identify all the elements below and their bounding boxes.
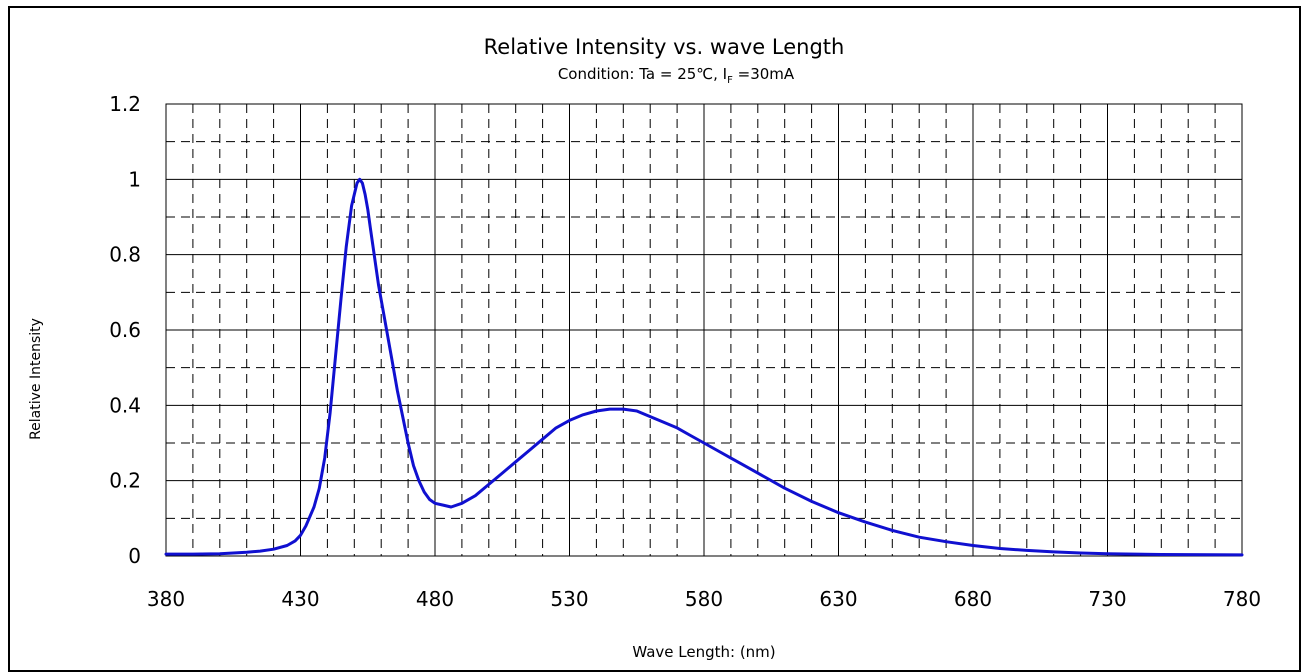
subtitle-prefix: Condition: Ta = 25℃, I — [558, 65, 727, 83]
x-tick-label: 630 — [819, 587, 857, 611]
major-grid — [165, 103, 1243, 557]
y-tick-label: 0.2 — [109, 469, 141, 493]
chart-title: Relative Intensity vs. wave Length — [484, 35, 845, 59]
y-axis-label: Relative Intensity — [28, 318, 44, 440]
x-tick-label: 730 — [1088, 587, 1126, 611]
subtitle-suffix: =30mA — [733, 65, 795, 83]
x-tick-label: 530 — [550, 587, 588, 611]
x-tick-label: 480 — [416, 587, 454, 611]
y-tick-label: 0.6 — [109, 318, 141, 342]
subtitle-subscript: F — [727, 75, 733, 86]
y-tick-label: 0.8 — [109, 243, 141, 267]
plot-border — [165, 103, 1243, 557]
y-tick-label: 1.2 — [109, 92, 141, 116]
x-tick-label: 680 — [954, 587, 992, 611]
x-tick-label: 430 — [281, 587, 319, 611]
y-tick-label: 1 — [128, 167, 141, 191]
x-tick-label: 580 — [685, 587, 723, 611]
x-tick-label: 380 — [147, 587, 185, 611]
x-axis-label: Wave Length: (nm) — [632, 643, 775, 661]
chart-subtitle: Condition: Ta = 25℃, IF =30mA — [558, 65, 795, 86]
x-tick-label: 780 — [1223, 587, 1261, 611]
y-tick-label: 0 — [128, 544, 141, 568]
series-layer — [164, 177, 1244, 557]
tick-labels: 380 430 480 530 580 630 680 730 780 0 0.2 0.4 0.6 0.8… — [109, 92, 1261, 611]
y-tick-label: 0.4 — [109, 393, 141, 417]
spectrum-line — [164, 177, 1244, 557]
